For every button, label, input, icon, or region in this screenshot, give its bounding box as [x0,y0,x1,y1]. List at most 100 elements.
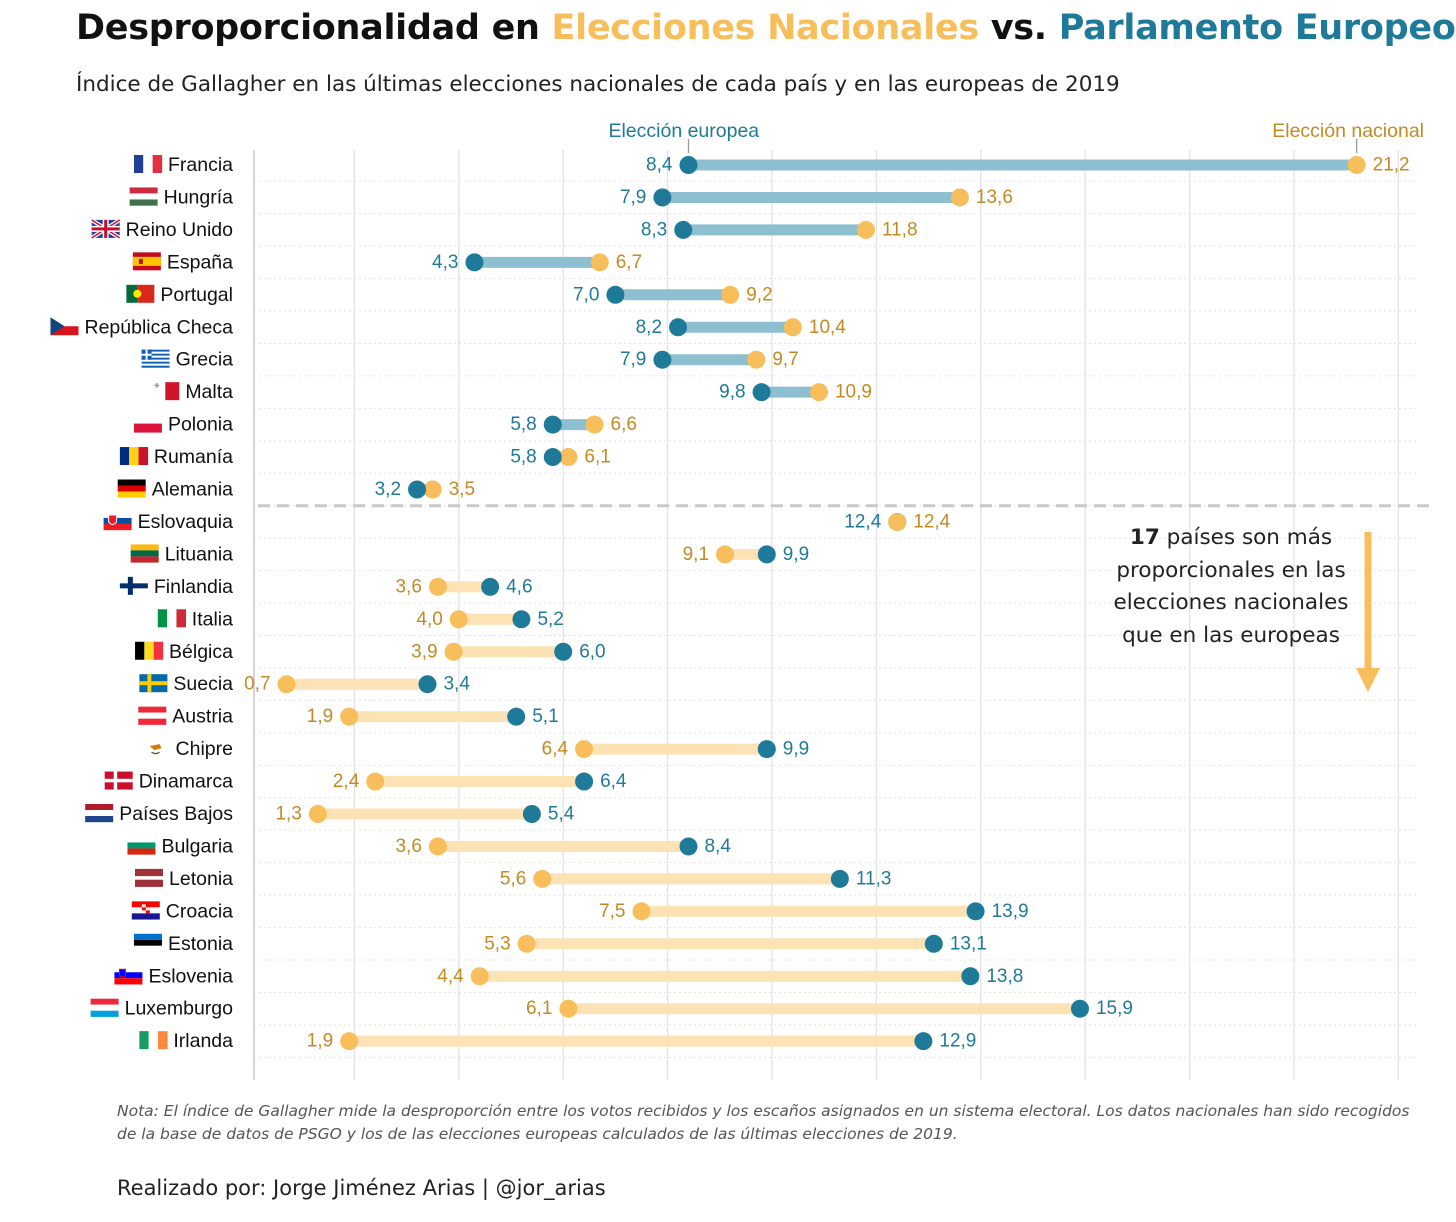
european-point [830,869,849,888]
national-value-label: 10,4 [809,317,846,338]
flag-dk-icon [104,771,133,790]
european-value-label: 15,9 [1096,998,1133,1019]
european-point [575,772,594,791]
series-label-european: Elección europea [608,120,759,142]
european-value-label: 8,2 [636,317,662,338]
european-point [408,480,427,499]
national-value-label: 5,3 [484,933,510,954]
european-point [653,188,672,207]
country-label: Francia [168,154,233,176]
country-label: Luxemburgo [125,998,234,1020]
european-point [757,740,776,759]
european-value-label: 4,3 [432,252,458,273]
european-point [465,253,484,272]
flag-lv-icon [135,868,164,887]
flag-fi-icon [119,576,148,595]
national-point [632,902,651,921]
european-point [674,220,693,239]
national-value-label: 5,6 [500,868,526,889]
national-value-label: 6,7 [616,252,642,273]
chart-subtitle: Índice de Gallagher en las últimas elecc… [76,72,1120,97]
national-point [585,415,604,434]
national-value-label: 6,4 [542,739,569,760]
european-value-label: 13,8 [986,966,1023,987]
european-point [757,545,776,564]
flag-ro-icon [119,447,149,466]
national-point [308,805,327,823]
european-value-label: 8,4 [646,155,673,176]
flag-de-icon [117,479,146,498]
flag-lu-icon [90,998,119,1017]
european-value-label: 5,8 [510,414,536,435]
footnote: Nota: El índice de Gallagher mide la des… [117,1102,1410,1143]
national-point [950,188,969,207]
country-label: Eslovenia [148,965,233,987]
national-value-label: 1,9 [307,1031,333,1052]
european-value-label: 7,0 [573,284,599,305]
european-point [606,285,625,304]
european-value-label: 8,4 [704,836,731,857]
national-value-label: 12,4 [913,511,950,532]
european-value-label: 13,9 [992,901,1029,922]
national-value-label: 4,4 [437,966,464,987]
european-point [418,675,437,694]
arrow-head-icon [1356,668,1380,692]
country-label: Malta [185,381,233,403]
european-point [1070,999,1089,1018]
national-value-label: 3,6 [395,576,421,597]
european-point [961,967,980,986]
country-label: Austria [172,706,233,728]
european-value-label: 13,1 [950,933,987,954]
european-value-label: 6,4 [600,771,627,792]
national-value-label: 1,9 [307,706,333,727]
national-value-label: 3,5 [449,479,475,500]
series-label-national: Elección nacional [1272,120,1424,142]
national-value-label: 3,9 [411,641,437,662]
european-value-label: 9,8 [719,382,745,403]
national-point [449,610,468,629]
country-label: Países Bajos [119,803,233,825]
national-point [575,740,594,759]
country-label: República Checa [84,316,233,338]
national-point [366,772,385,791]
annotation: 17 países son más proporcionales en las … [1108,522,1354,652]
title-national-highlight: Elecciones Nacionales [551,8,980,48]
flag-pt-icon [126,284,155,303]
flag-es-icon [132,252,161,271]
flag-be-icon [135,641,164,660]
annotation-number: 17 [1129,525,1160,550]
national-point [340,1032,359,1051]
country-label: Portugal [160,284,233,306]
european-value-label: 6,0 [579,641,605,662]
country-label: Suecia [173,673,233,695]
european-point [512,610,531,629]
national-point [590,253,609,272]
country-label: Grecia [176,349,234,371]
national-value-label: 6,1 [526,998,552,1019]
european-point [914,1032,933,1051]
national-point [559,448,578,467]
national-point [517,934,536,953]
country-label: Dinamarca [139,771,233,793]
national-value-label: 2,4 [333,771,360,792]
european-value-label: 5,4 [548,804,575,825]
european-value-label: 3,4 [443,674,470,695]
european-point [554,642,573,661]
national-value-label: 7,5 [599,901,625,922]
european-point [507,707,526,726]
flag-uk-icon [90,218,121,240]
country-label: España [167,251,233,273]
flag-it-icon [157,609,186,628]
national-point [888,512,907,531]
flag-bg-icon [127,836,156,855]
european-point [679,156,698,174]
country-label: Alemania [152,479,233,501]
flag-mt-icon [151,382,180,401]
national-point [1347,156,1366,174]
european-value-label: 12,9 [939,1031,976,1052]
country-label: Reino Unido [126,219,233,241]
country-label: Rumanía [154,446,233,468]
national-point [423,480,442,499]
national-value-label: 0,7 [244,674,270,695]
national-point [428,837,447,856]
